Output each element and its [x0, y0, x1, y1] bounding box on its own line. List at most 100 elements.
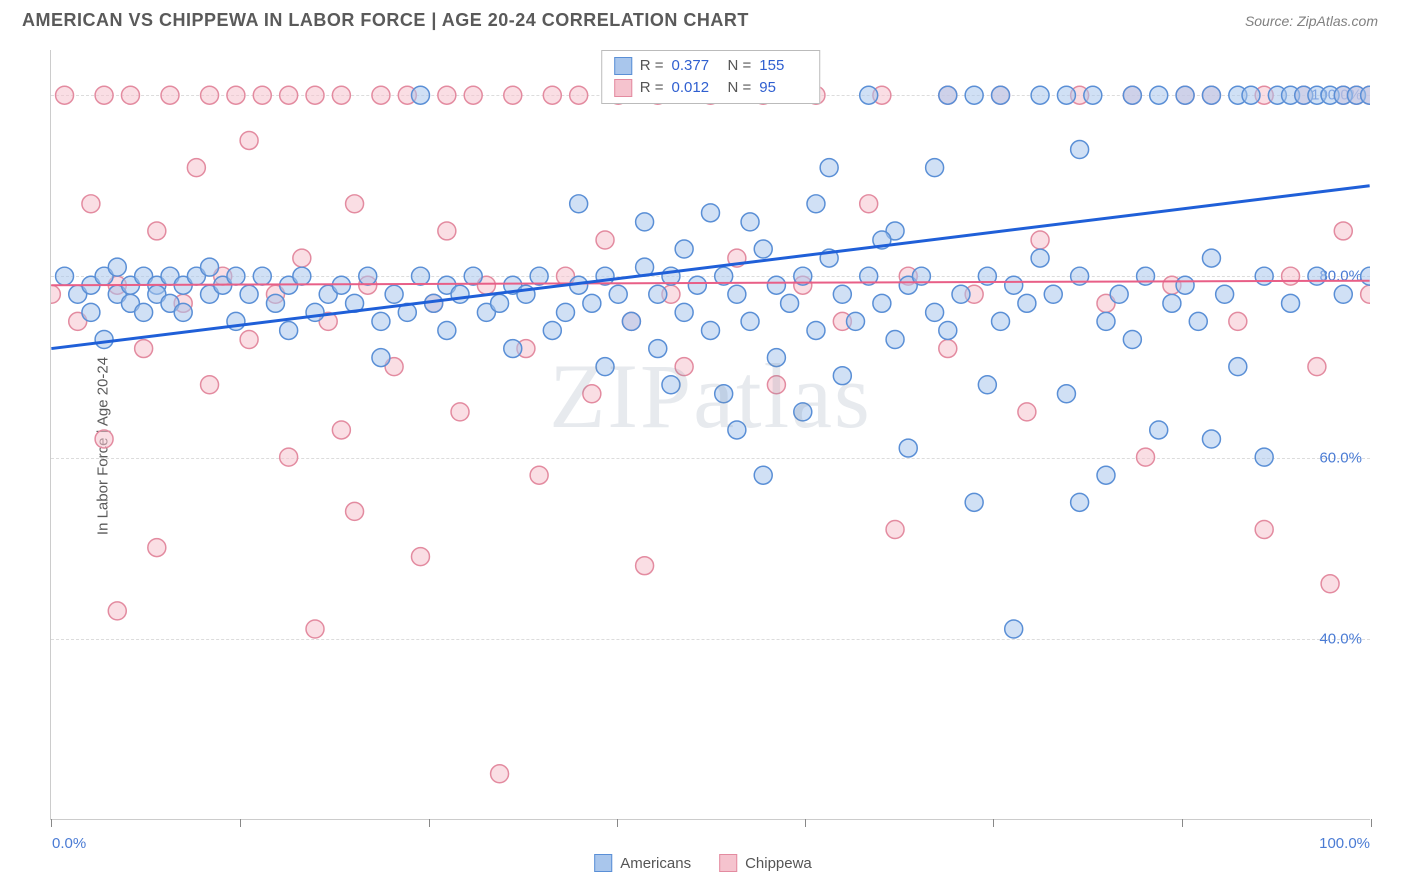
- data-point-americans: [649, 285, 667, 303]
- legend-item-chippewa: Chippewa: [719, 854, 812, 872]
- x-tick: [993, 819, 994, 827]
- stats-legend: R = 0.377 N = 155 R = 0.012 N = 95: [601, 50, 821, 104]
- data-point-americans: [807, 195, 825, 213]
- data-point-chippewa: [438, 222, 456, 240]
- data-point-americans: [1282, 294, 1300, 312]
- data-point-americans: [926, 159, 944, 177]
- data-point-americans: [1176, 86, 1194, 104]
- stat-n-label: N =: [728, 77, 752, 99]
- data-point-americans: [781, 294, 799, 312]
- data-point-chippewa: [332, 421, 350, 439]
- data-point-americans: [1242, 86, 1260, 104]
- data-point-chippewa: [1282, 267, 1300, 285]
- data-point-americans: [820, 159, 838, 177]
- chart-title: AMERICAN VS CHIPPEWA IN LABOR FORCE | AG…: [22, 10, 749, 31]
- data-point-americans: [451, 285, 469, 303]
- data-point-americans: [992, 312, 1010, 330]
- data-point-americans: [1189, 312, 1207, 330]
- data-point-chippewa: [82, 195, 100, 213]
- data-point-americans: [728, 421, 746, 439]
- data-point-chippewa: [1334, 222, 1352, 240]
- x-tick: [240, 819, 241, 827]
- data-point-chippewa: [675, 358, 693, 376]
- x-tick: [429, 819, 430, 827]
- data-point-americans: [135, 303, 153, 321]
- data-point-americans: [1255, 448, 1273, 466]
- x-tick-right: 100.0%: [1319, 835, 1370, 852]
- stat-r-label: R =: [640, 77, 664, 99]
- data-point-americans: [1110, 285, 1128, 303]
- data-point-americans: [992, 86, 1010, 104]
- data-point-americans: [939, 321, 957, 339]
- swatch-chippewa-icon: [719, 854, 737, 872]
- data-point-chippewa: [253, 86, 271, 104]
- data-point-americans: [1005, 276, 1023, 294]
- data-point-americans: [438, 321, 456, 339]
- data-point-americans: [1123, 331, 1141, 349]
- x-tick: [805, 819, 806, 827]
- data-point-chippewa: [95, 430, 113, 448]
- data-point-chippewa: [346, 195, 364, 213]
- data-point-americans: [741, 213, 759, 231]
- data-point-americans: [464, 267, 482, 285]
- data-point-chippewa: [530, 466, 548, 484]
- stat-r-chippewa: 0.012: [672, 77, 720, 99]
- legend-label: Americans: [620, 855, 691, 872]
- data-point-americans: [201, 258, 219, 276]
- stat-n-americans: 155: [759, 55, 807, 77]
- data-point-americans: [174, 303, 192, 321]
- data-point-americans: [1163, 294, 1181, 312]
- data-point-chippewa: [240, 131, 258, 149]
- data-point-americans: [1334, 285, 1352, 303]
- data-point-americans: [227, 267, 245, 285]
- data-point-chippewa: [1361, 285, 1370, 303]
- source-label: Source: ZipAtlas.com: [1245, 13, 1378, 29]
- data-point-americans: [1123, 86, 1141, 104]
- data-point-americans: [754, 240, 772, 258]
- data-point-americans: [873, 294, 891, 312]
- stats-row-chippewa: R = 0.012 N = 95: [614, 77, 808, 99]
- data-point-chippewa: [939, 340, 957, 358]
- data-point-americans: [411, 267, 429, 285]
- data-point-chippewa: [860, 195, 878, 213]
- data-point-americans: [688, 276, 706, 294]
- data-point-americans: [266, 294, 284, 312]
- data-point-chippewa: [596, 231, 614, 249]
- data-point-americans: [609, 285, 627, 303]
- data-point-americans: [833, 367, 851, 385]
- data-point-chippewa: [148, 539, 166, 557]
- data-point-chippewa: [201, 376, 219, 394]
- data-point-americans: [359, 267, 377, 285]
- data-point-americans: [1176, 276, 1194, 294]
- data-point-chippewa: [767, 376, 785, 394]
- data-point-chippewa: [491, 765, 509, 783]
- data-point-chippewa: [543, 86, 561, 104]
- x-tick: [1371, 819, 1372, 827]
- data-point-chippewa: [280, 448, 298, 466]
- x-tick: [51, 819, 52, 827]
- scatter-plot: [51, 50, 1370, 819]
- data-point-chippewa: [346, 502, 364, 520]
- data-point-americans: [952, 285, 970, 303]
- swatch-americans-icon: [594, 854, 612, 872]
- data-point-americans: [1097, 312, 1115, 330]
- swatch-chippewa-icon: [614, 79, 632, 97]
- data-point-chippewa: [636, 557, 654, 575]
- data-point-americans: [1202, 249, 1220, 267]
- data-point-chippewa: [886, 521, 904, 539]
- data-point-chippewa: [161, 86, 179, 104]
- data-point-americans: [715, 385, 733, 403]
- data-point-americans: [504, 340, 522, 358]
- data-point-americans: [847, 312, 865, 330]
- data-point-americans: [530, 267, 548, 285]
- data-point-americans: [56, 267, 74, 285]
- stat-n-chippewa: 95: [759, 77, 807, 99]
- data-point-americans: [1150, 421, 1168, 439]
- data-point-americans: [833, 285, 851, 303]
- data-point-chippewa: [1031, 231, 1049, 249]
- data-point-americans: [411, 86, 429, 104]
- data-point-chippewa: [240, 331, 258, 349]
- data-point-chippewa: [280, 86, 298, 104]
- data-point-chippewa: [1321, 575, 1339, 593]
- data-point-americans: [372, 349, 390, 367]
